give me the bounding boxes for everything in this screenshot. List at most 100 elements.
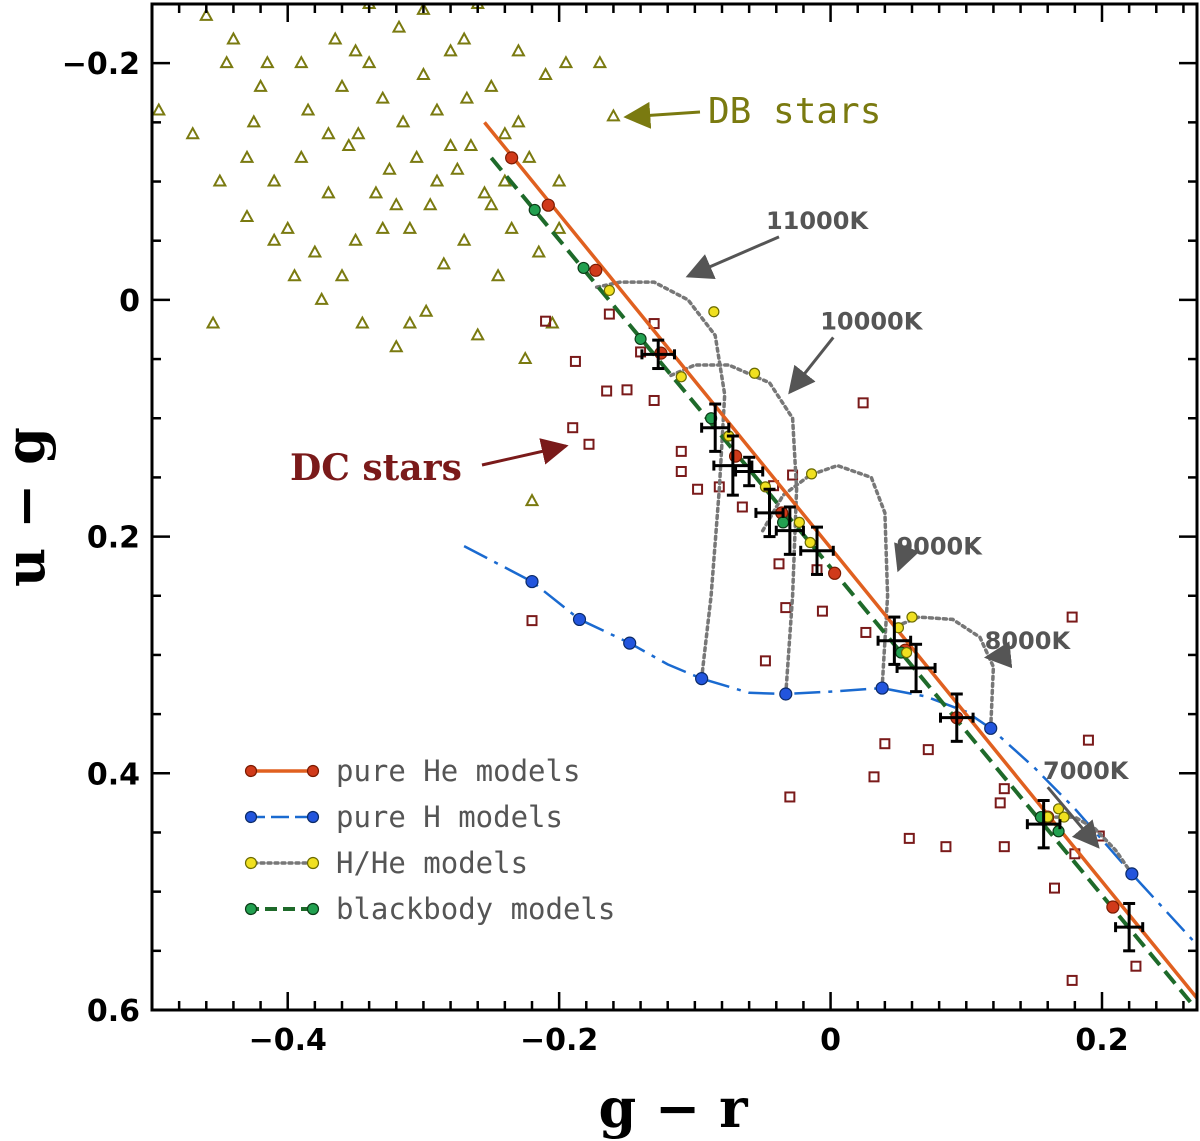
legend-swatch-marker xyxy=(306,810,320,824)
db-star-marker xyxy=(294,55,309,69)
dc-star-marker xyxy=(940,841,952,853)
db-star-marker xyxy=(531,244,546,258)
error-bar xyxy=(876,615,913,666)
db-star-marker xyxy=(334,268,350,282)
dc-star-marker xyxy=(675,445,687,457)
x-tick-label: −0.4 xyxy=(249,1023,327,1058)
legend-swatch-marker xyxy=(306,764,320,778)
db-star-marker xyxy=(389,339,404,353)
x-axis-title: g − r xyxy=(598,1076,748,1140)
db-star-marker xyxy=(382,161,397,175)
legend-swatch-marker xyxy=(244,810,258,824)
db-star-marker xyxy=(395,114,411,128)
dc-star-marker xyxy=(868,771,880,783)
hhe-point xyxy=(603,284,615,297)
temperature-label: 10000K xyxy=(820,307,923,335)
db-star-marker xyxy=(443,43,458,57)
db-star-marker xyxy=(558,55,574,69)
db-star-marker xyxy=(253,78,268,92)
blackbody-point xyxy=(528,203,541,217)
db-star-marker xyxy=(463,137,479,152)
error-bar xyxy=(1025,799,1062,850)
db-star-marker xyxy=(287,268,302,282)
db-star-marker xyxy=(429,173,445,187)
pure-h-point xyxy=(1125,867,1139,881)
hhe-curve xyxy=(896,615,996,731)
hhe-curve xyxy=(591,280,727,681)
temperature-label: 9000K xyxy=(896,532,983,560)
dc-star-marker xyxy=(994,797,1006,809)
error-bar xyxy=(1114,901,1145,953)
db-star-marker xyxy=(511,114,526,128)
dc-star-marker xyxy=(860,626,872,638)
db-star-marker xyxy=(484,197,499,211)
db-star-marker xyxy=(328,31,343,45)
db-star-marker xyxy=(518,350,533,365)
y-tick-label: 0 xyxy=(119,284,140,319)
dc-star-marker xyxy=(675,465,687,477)
legend-item-hhe: H/He models xyxy=(244,846,528,880)
temperature-label: 11000K xyxy=(766,207,869,235)
blackbody-point xyxy=(634,332,647,346)
db-star-marker xyxy=(551,173,567,187)
temperature-arrow xyxy=(1046,786,1100,849)
db-star-marker xyxy=(300,102,316,116)
hhe-point xyxy=(708,306,720,318)
db-star-marker xyxy=(416,4,431,15)
axes: −0.4 −0.2 0 0.2 −0.2 0 0.2 0.4 0.6 xyxy=(62,2,1199,1058)
dc-star-marker xyxy=(601,385,613,397)
temperature-label: 8000K xyxy=(985,627,1072,655)
db-star-marker xyxy=(592,55,608,69)
y-tick-label: −0.2 xyxy=(62,47,140,82)
legend-label: H/He models xyxy=(336,846,528,880)
plot-frame xyxy=(150,2,1199,1012)
db-star-marker xyxy=(321,185,336,199)
temperature-arrow xyxy=(685,235,780,279)
db-star-marker xyxy=(212,173,228,187)
pure-he-line xyxy=(483,121,1197,1000)
pure-h-point xyxy=(779,687,793,701)
hhe-point xyxy=(675,371,687,383)
db-star-marker xyxy=(266,173,282,187)
legend-label: pure He models xyxy=(336,754,580,788)
error-bar xyxy=(700,402,731,453)
hhe-point xyxy=(748,367,761,379)
db-star-marker xyxy=(246,114,261,128)
pure-h-curve xyxy=(463,544,1197,946)
db-star-marker xyxy=(402,220,418,234)
pure-h-point xyxy=(984,721,998,735)
pure-h-point xyxy=(695,672,709,686)
temperature-arrow xyxy=(788,336,835,395)
dc-star-marker xyxy=(857,397,869,409)
dc-star-marker xyxy=(736,501,748,513)
db-star-marker xyxy=(504,220,519,234)
x-tick-label: 0 xyxy=(820,1023,841,1058)
pure-he-point xyxy=(505,151,519,165)
db-star-marker xyxy=(522,149,537,163)
db-star-marker xyxy=(551,220,567,234)
db-star-marker xyxy=(341,137,356,152)
dc-star-marker xyxy=(569,355,581,367)
pure-he-point xyxy=(1106,900,1120,914)
x-tick-label: −0.2 xyxy=(520,1023,598,1058)
legend-item-h: pure H models xyxy=(244,800,563,834)
db-star-marker xyxy=(205,315,221,329)
y-tick-label: 0.2 xyxy=(87,521,140,556)
dc-star-marker xyxy=(759,655,771,667)
db-star-marker xyxy=(456,31,472,45)
hhe-point xyxy=(1052,803,1065,815)
db-star-marker xyxy=(490,268,506,282)
dc-star-marker xyxy=(603,308,615,320)
error-bar xyxy=(734,455,765,488)
legend-swatch-marker xyxy=(306,856,320,870)
error-bar xyxy=(712,434,754,497)
db-star-marker xyxy=(450,161,465,175)
db-star-marker xyxy=(436,256,451,270)
dc-star-marker xyxy=(1082,734,1094,746)
db-star-marker xyxy=(429,102,445,116)
pure-h-point xyxy=(875,681,889,695)
hhe-point xyxy=(793,516,805,528)
temperature-label: 7000K xyxy=(1043,757,1130,785)
legend-label: blackbody models xyxy=(336,892,615,926)
